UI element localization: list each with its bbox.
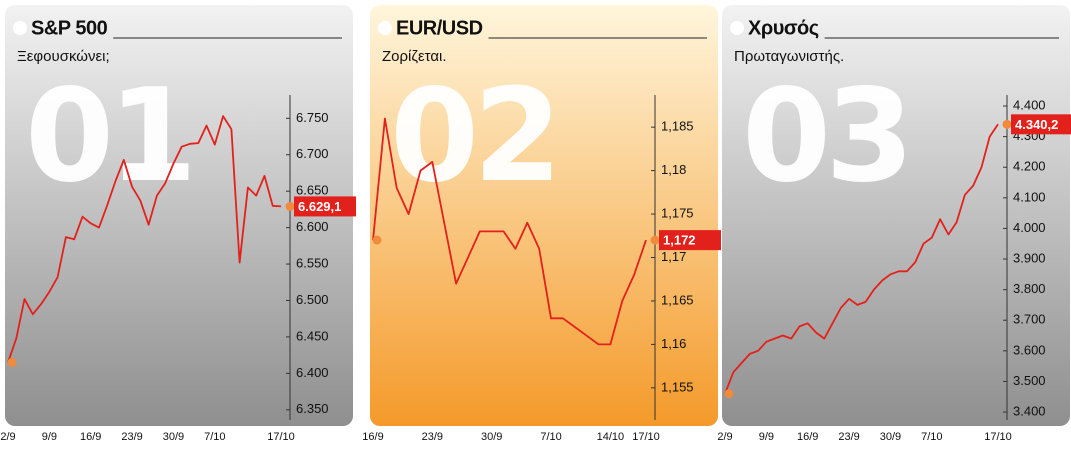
- line-series: [7, 115, 282, 363]
- y-tick-label: 4.000: [1013, 220, 1046, 235]
- y-tick-label: 6.700: [296, 146, 329, 161]
- y-tick-label: 3.900: [1013, 250, 1046, 265]
- y-tick-label: 3.400: [1013, 403, 1046, 418]
- panel-number: 02: [390, 62, 556, 211]
- y-tick-label: 6.350: [296, 401, 329, 416]
- y-tick-label: 1,155: [661, 379, 694, 394]
- x-tick-label: 23/9: [838, 431, 859, 443]
- panel: 03 Χρυσός Πρωταγωνιστής. 3.400 3.500 3.600 3.7…: [722, 5, 1070, 426]
- value-label: 1,172: [663, 233, 696, 248]
- y-tick-label: 3.700: [1013, 312, 1046, 327]
- end-dot: [650, 235, 660, 245]
- x-tick-label: 2/9: [0, 431, 15, 443]
- start-dot: [7, 357, 17, 367]
- panel: 02EUR/USDΖορίζεται.1,1551,161,1651,171,1…: [370, 5, 718, 426]
- title-bullet: [730, 21, 744, 35]
- title-bullet: [13, 21, 27, 35]
- x-tick-label: 17/10: [984, 431, 1012, 443]
- line-series: [372, 117, 647, 346]
- y-tick-label: 1,185: [661, 119, 694, 134]
- chart-subtitle: Ζορίζεται.: [382, 48, 447, 65]
- y-tick-label: 3.500: [1013, 373, 1046, 388]
- x-tick-label: 30/9: [481, 431, 502, 443]
- y-tick-label: 6.400: [296, 365, 329, 380]
- x-tick-label: 7/10: [921, 431, 942, 443]
- panel-background: [370, 5, 718, 426]
- x-tick-label: 30/9: [163, 431, 184, 443]
- y-tick-label: 6.450: [296, 328, 329, 343]
- value-label: 6.629,1: [298, 199, 341, 214]
- x-tick-label: 14/10: [597, 431, 625, 443]
- chart-subtitle: Πρωταγωνιστής.: [734, 48, 844, 65]
- y-tick-label: 4.200: [1013, 159, 1046, 174]
- y-tick-label: 1,175: [661, 205, 694, 220]
- y-tick-label: 1,18: [661, 162, 686, 177]
- start-dot: [372, 235, 382, 245]
- panel-background: [5, 5, 353, 426]
- y-tick-label: 6.500: [296, 292, 329, 307]
- panel-background: [722, 5, 1070, 426]
- start-dot: [724, 389, 734, 399]
- y-tick-label: 1,16: [661, 336, 686, 351]
- y-tick-label: 6.750: [296, 110, 329, 125]
- value-label-box: [1011, 114, 1071, 135]
- chart-title: Χρυσός: [748, 17, 819, 39]
- x-tick-label: 9/9: [42, 431, 57, 443]
- value-label-box: [659, 230, 721, 251]
- x-tick-label: 23/9: [121, 431, 142, 443]
- y-tick-label: 3.800: [1013, 281, 1046, 296]
- panel: 01 S&P 500 Ξεφουσκώνει; 6.350 6.400 6.450 6.50…: [5, 5, 353, 426]
- end-dot: [285, 201, 295, 211]
- x-tick-label: 9/9: [759, 431, 774, 443]
- x-tick-label: 30/9: [880, 431, 901, 443]
- x-tick-label: 16/9: [797, 431, 818, 443]
- end-dot: [1002, 119, 1012, 129]
- y-tick-label: 1,17: [661, 249, 686, 264]
- value-label-box: [294, 196, 356, 217]
- x-tick-label: 17/10: [632, 431, 660, 443]
- y-tick-label: 1,165: [661, 292, 694, 307]
- y-tick-label: 6.650: [296, 183, 329, 198]
- x-tick-label: 2/9: [717, 431, 732, 443]
- x-tick-label: 23/9: [422, 431, 443, 443]
- x-tick-label: 7/10: [540, 431, 561, 443]
- title-bullet: [378, 21, 392, 35]
- x-tick-label: 17/10: [267, 431, 295, 443]
- panel-number: 03: [742, 62, 908, 211]
- y-tick-label: 4.100: [1013, 189, 1046, 204]
- y-tick-label: 3.600: [1013, 342, 1046, 357]
- y-tick-label: 4.400: [1013, 97, 1046, 112]
- chart-title: S&P 500: [31, 17, 108, 39]
- x-tick-label: 16/9: [80, 431, 101, 443]
- y-tick-label: 6.550: [296, 255, 329, 270]
- x-tick-label: 16/9: [362, 431, 383, 443]
- y-tick-label: 6.600: [296, 219, 329, 234]
- chart-title: EUR/USD: [396, 17, 483, 39]
- x-tick-label: 7/10: [204, 431, 225, 443]
- chart-subtitle: Ξεφουσκώνει;: [17, 48, 110, 65]
- line-series: [724, 123, 999, 395]
- value-label: 4.340,2: [1015, 117, 1058, 132]
- panel-number: 01: [25, 62, 191, 211]
